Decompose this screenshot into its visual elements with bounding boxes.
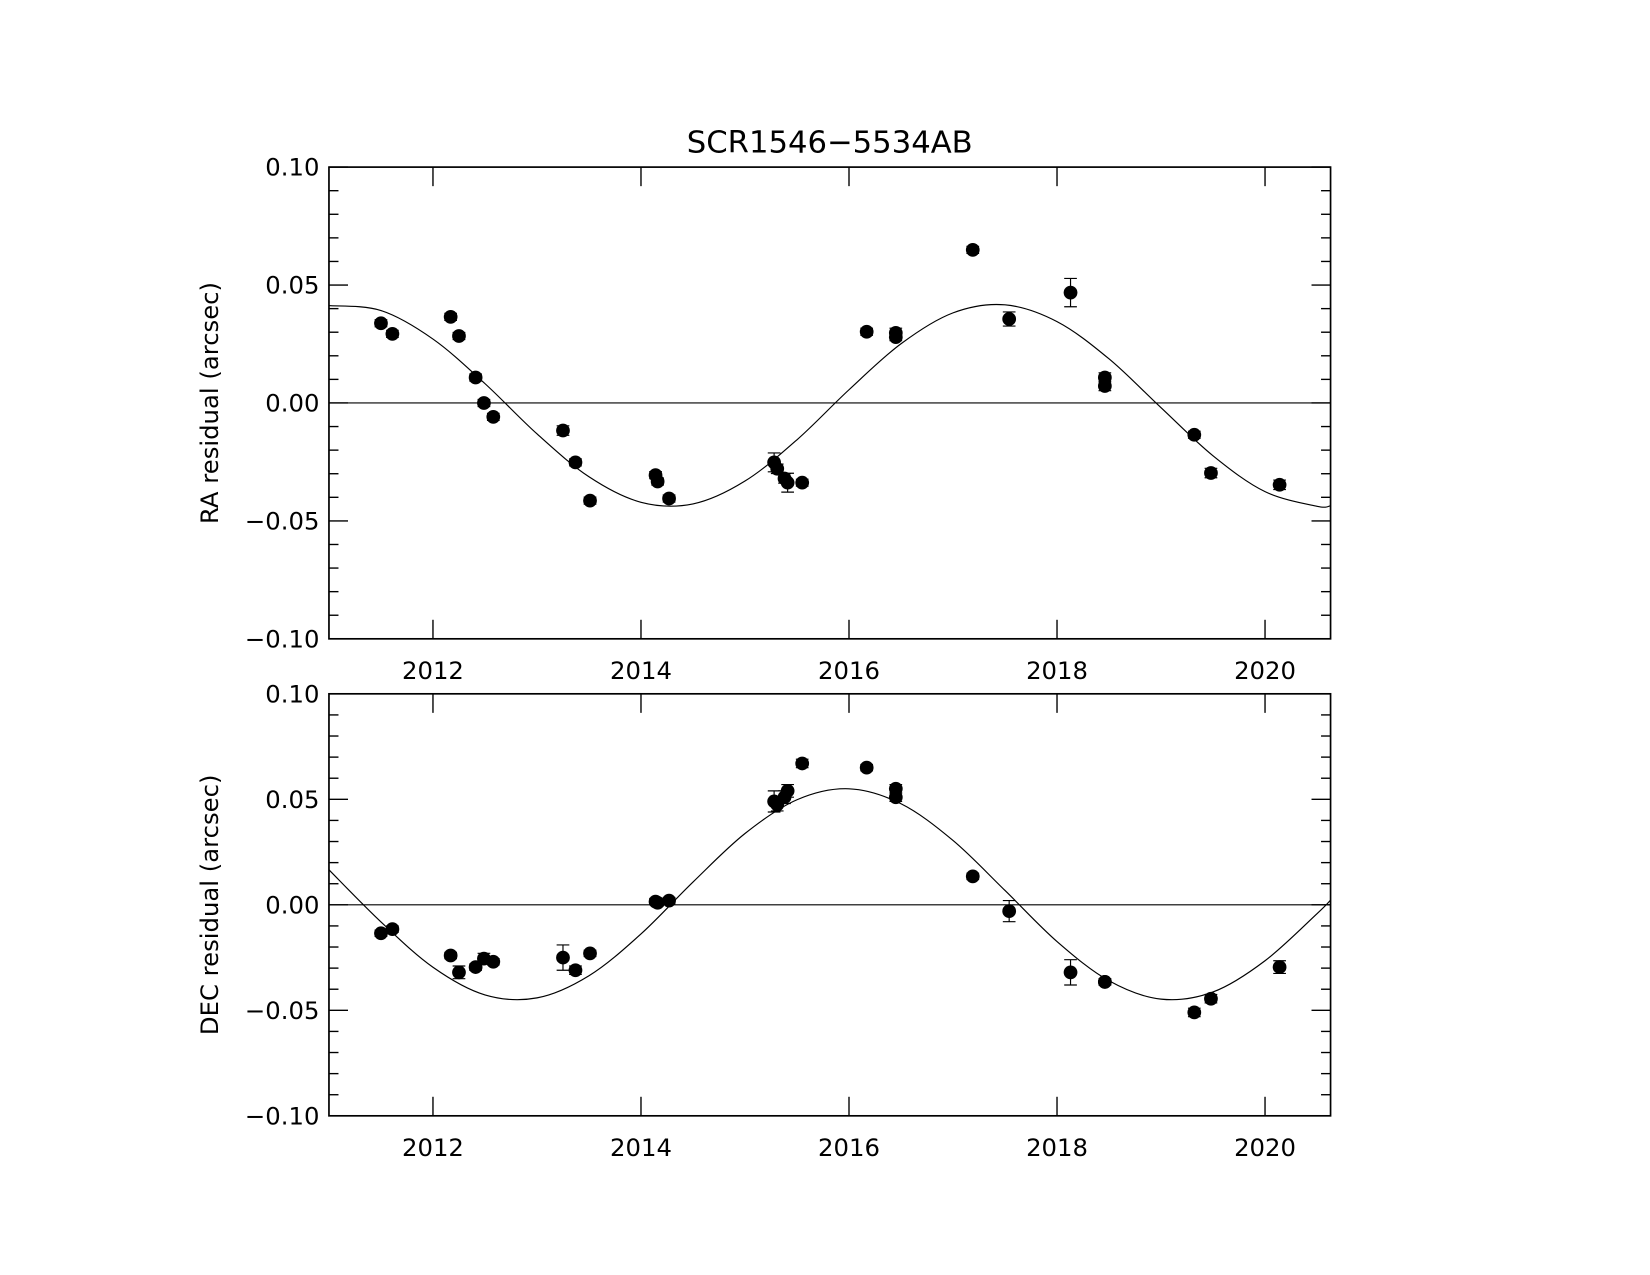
data-point — [1097, 379, 1112, 393]
x-tick-label: 2016 — [818, 656, 880, 685]
data-point — [556, 950, 570, 965]
x-tick-label: 2018 — [1026, 1133, 1088, 1162]
data-point — [385, 922, 400, 936]
data-point — [452, 965, 466, 980]
data-point — [859, 760, 874, 775]
data-point — [486, 954, 501, 969]
y-tick-label: −0.05 — [245, 506, 320, 535]
data-point — [568, 455, 583, 470]
data-point — [583, 946, 597, 961]
data-point — [374, 316, 388, 331]
y-axis-label: DEC residual (arcsec) — [195, 775, 224, 1036]
data-point — [374, 926, 388, 941]
data-point — [1063, 965, 1078, 980]
y-tick-label: −0.10 — [245, 1101, 320, 1130]
data-point — [650, 895, 665, 910]
data-point — [385, 326, 400, 341]
data-point — [859, 324, 874, 339]
y-tick-label: 0.05 — [265, 785, 319, 814]
y-tick-label: 0.10 — [265, 153, 319, 182]
data-point — [1272, 477, 1287, 492]
data-point — [1187, 1005, 1202, 1020]
data-point — [568, 963, 583, 978]
data-point — [1002, 312, 1017, 326]
data-point — [795, 475, 810, 490]
data-point — [443, 948, 458, 963]
data-point — [583, 493, 597, 508]
data-point — [1002, 904, 1017, 919]
y-tick-label: −0.10 — [245, 624, 320, 653]
data-point — [1187, 427, 1202, 442]
data-point — [650, 474, 665, 489]
data-point — [443, 310, 458, 324]
data-point — [1204, 991, 1218, 1006]
data-point — [486, 410, 501, 424]
x-tick-label: 2016 — [818, 1133, 880, 1162]
y-tick-label: 0.10 — [265, 679, 319, 708]
data-point — [452, 329, 466, 343]
data-point — [1097, 974, 1112, 989]
x-tick-label: 2012 — [402, 1133, 464, 1162]
data-point — [965, 869, 980, 884]
x-tick-label: 2018 — [1026, 656, 1088, 685]
data-point — [556, 423, 570, 438]
data-point — [780, 475, 795, 490]
x-tick-label: 2012 — [402, 656, 464, 685]
data-point — [1063, 285, 1078, 300]
y-axis-label: RA residual (arcsec) — [195, 282, 224, 524]
data-point — [477, 396, 491, 410]
x-tick-label: 2020 — [1234, 656, 1296, 685]
y-tick-label: 0.05 — [265, 270, 319, 299]
y-tick-label: 0.00 — [265, 388, 319, 417]
data-point — [1204, 466, 1218, 480]
chart-title: SCR1546−5534AB — [687, 125, 973, 160]
y-tick-label: −0.05 — [245, 996, 320, 1025]
data-point — [662, 491, 676, 506]
data-point — [965, 243, 980, 257]
y-tick-label: 0.00 — [265, 890, 319, 919]
data-point — [888, 790, 903, 805]
data-point — [468, 370, 483, 385]
data-point — [1272, 960, 1287, 974]
data-point — [795, 756, 810, 771]
data-point — [888, 330, 903, 345]
x-tick-label: 2020 — [1234, 1133, 1296, 1162]
data-point — [780, 784, 795, 798]
x-tick-label: 2014 — [610, 1133, 672, 1162]
x-tick-label: 2014 — [610, 656, 672, 685]
model-curve — [328, 788, 1331, 1001]
data-point — [770, 461, 785, 476]
data-point — [662, 893, 676, 908]
